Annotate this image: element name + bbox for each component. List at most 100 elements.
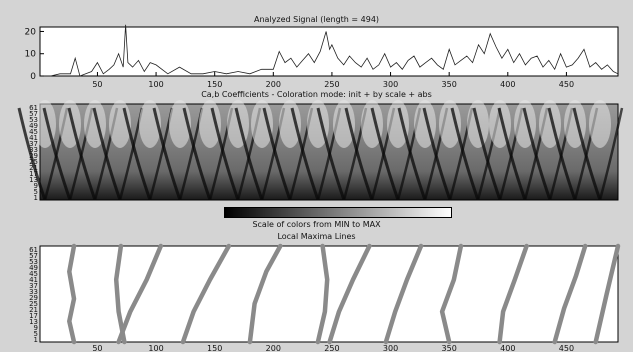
maxima-line [552,243,588,345]
coeff-bright-lobe [279,100,301,148]
colorbar [224,207,452,218]
coeff-bright-lobe [589,100,611,148]
coeff-ytick-label: 53 [29,116,38,124]
coeff-bright-lobe [439,100,461,148]
signal-ytick-label: 0 [30,72,36,82]
coeff-dark-ridge [572,107,602,201]
maxima-ytick-label: 29 [29,294,38,302]
signal-xtick-label: 100 [148,80,163,89]
signal-ytick-label: 20 [25,27,37,37]
coeff-dark-ridge [497,107,527,201]
coeff-dark-ridge [122,107,152,201]
coeff-dark-ridge [522,107,552,201]
coeff-dark-ridge [92,107,122,201]
signal-xtick-label: 450 [559,80,574,89]
signal-xtick-label: 150 [207,80,222,89]
coeff-dark-ridge [262,107,292,201]
coeff-bright-lobe [199,100,221,148]
maxima-ytick-label: 61 [29,246,38,254]
maxima-ytick-label: 53 [29,258,38,266]
maxima-ytick-label: 17 [29,312,38,320]
maxima-ytick-label: 21 [29,306,38,314]
coeff-dark-ridge [370,107,400,201]
coeff-ytick-label: 25 [29,158,38,166]
coeff-ytick-label: 57 [29,110,38,118]
coeff-dark-ridge [547,107,577,201]
coeff-ytick-label: 21 [29,164,38,172]
signal-title: Analyzed Signal (length = 494) [253,15,380,24]
coeff-bright-lobe [251,100,273,148]
maxima-line [113,243,127,345]
coeff-ytick-label: 33 [29,146,38,154]
coeff-ytick-label: 13 [29,176,38,184]
coeff-ytick-label: 49 [29,122,38,130]
maxima-line [383,243,424,345]
signal-xtick-label: 50 [92,80,102,89]
maxima-ytick-label: 25 [29,300,38,308]
coeff-ytick-label: 45 [29,128,38,136]
coeff-dark-ridge [290,107,320,201]
maxima-ytick-label: 13 [29,318,38,326]
coeff-dark-ridge [42,107,72,201]
maxima-xtick-label: 400 [500,344,515,352]
maxima-ytick-label: 49 [29,264,38,272]
colorbar-label: Scale of colors from MIN to MAX [252,220,381,229]
maxima-line [247,243,283,345]
coeff-dark-ridge [450,107,480,201]
coeff-dark-ridge [472,107,502,201]
coeff-bright-lobe [333,100,355,148]
maxima-line [315,243,330,345]
coeff-dark-ridge [210,107,240,201]
coeff-dark-ridge [182,107,212,201]
coeff-bright-lobe [387,100,409,148]
maxima-line [180,243,232,345]
coeff-ytick-label: 41 [29,134,38,142]
signal-xtick-label: 400 [500,80,515,89]
coeff-dark-ridge [67,107,97,201]
signal-xtick-label: 250 [324,80,339,89]
maxima-xtick-label: 100 [148,344,163,352]
maxima-ytick-label: 41 [29,276,38,284]
coeff-ytick-label: 37 [29,140,38,148]
maxima-ytick-label: 37 [29,282,38,290]
signal-xtick-label: 350 [442,80,457,89]
coeff-dark-ridge [598,107,624,201]
maxima-ytick-label: 57 [29,252,38,260]
maxima-xtick-label: 200 [266,344,281,352]
maxima-line [497,243,529,345]
coeff-ytick-label: 9 [34,182,38,190]
maxima-title: Local Maxima Lines [277,232,356,241]
coeff-dark-ridge [316,107,346,201]
signal-ytick-label: 10 [25,50,37,60]
maxima-line [439,243,464,345]
maxima-line [67,243,77,345]
coeff-dark-ridge [422,107,452,201]
coeff-title: Ca,b Coefficients - Coloration mode: ini… [201,90,432,99]
coeff-dark-ridge [152,107,182,201]
coeff-dark-ridge [344,107,374,201]
maxima-xtick-label: 250 [324,344,339,352]
coeff-dark-ridge [17,107,47,201]
coeff-ytick-label: 1 [34,194,38,202]
maxima-xtick-label: 150 [207,344,222,352]
maxima-line [327,243,372,345]
maxima-axes [39,245,619,343]
maxima-ytick-label: 5 [34,330,38,338]
maxima-line [116,243,164,345]
coeff-ytick-label: 29 [29,152,38,160]
signal-xtick-label: 300 [383,80,398,89]
coeff-dark-ridge [234,107,264,201]
maxima-xtick-label: 300 [383,344,398,352]
coeff-ytick-label: 61 [29,104,38,112]
maxima-ytick-label: 1 [34,336,38,344]
maxima-line [593,243,621,345]
signal-axes [39,26,619,77]
signal-xtick-label: 200 [266,80,281,89]
coeff-ytick-label: 17 [29,170,38,178]
maxima-xtick-label: 50 [92,344,102,352]
signal-line [40,24,619,77]
maxima-xtick-label: 450 [559,344,574,352]
